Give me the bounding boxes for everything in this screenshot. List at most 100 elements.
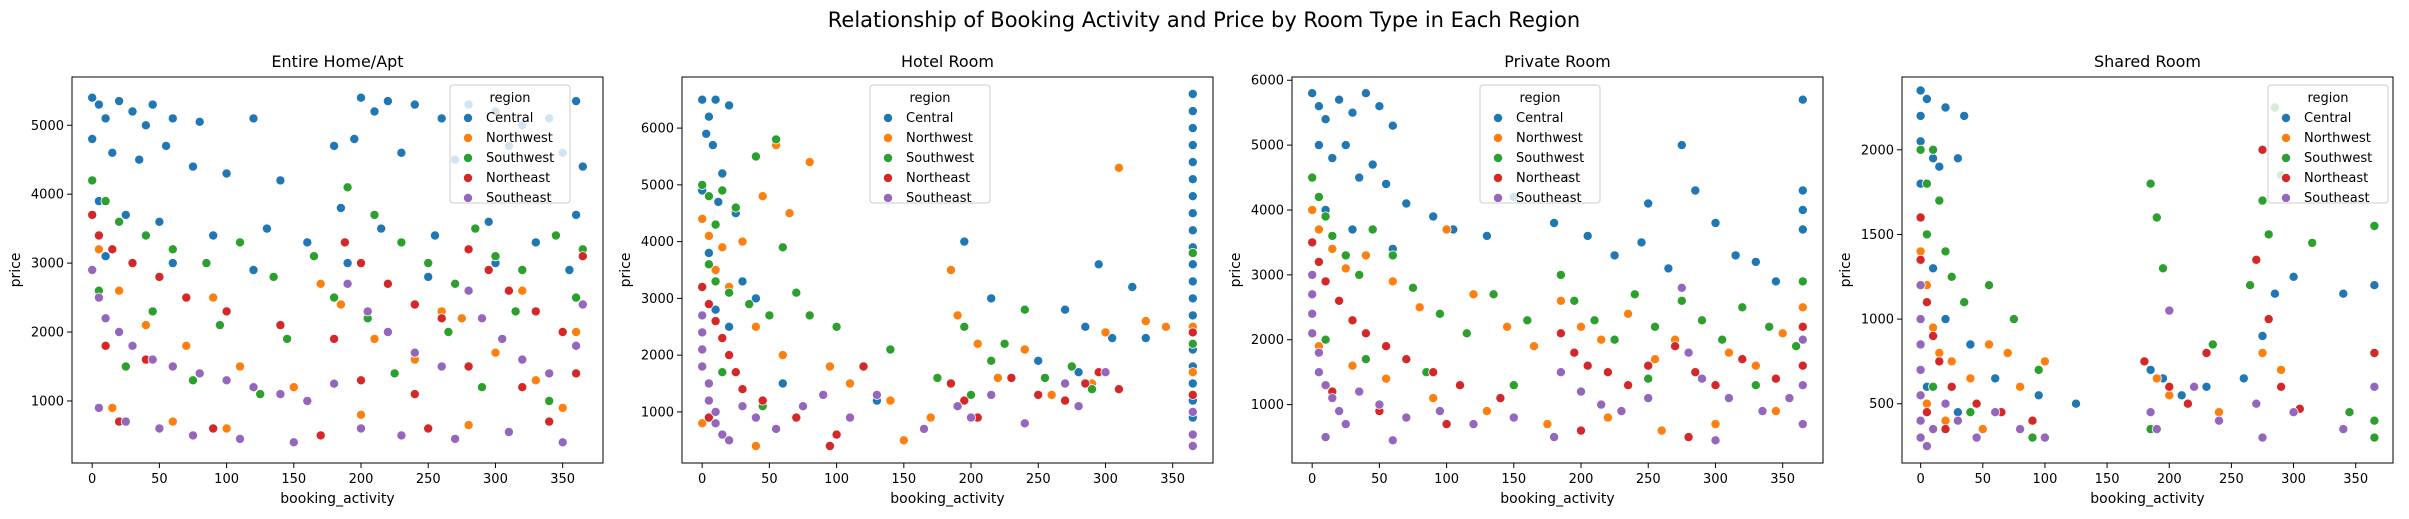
data-point-northeast [127, 258, 138, 269]
data-point-southeast [1508, 412, 1519, 423]
data-point-southeast [1710, 435, 1721, 446]
data-point-southwest [2369, 415, 2380, 426]
data-point-southeast [87, 264, 98, 275]
data-point-northwest [898, 435, 909, 446]
data-point-northwest [1542, 419, 1553, 430]
data-point-northeast [1683, 432, 1694, 443]
data-point-southeast [194, 368, 205, 379]
data-point-northwest [1481, 406, 1492, 417]
data-point-southeast [1354, 386, 1365, 397]
x-tick-label: 50 [1371, 472, 1388, 487]
data-point-central [1320, 114, 1331, 125]
x-tick-label: 350 [550, 472, 575, 487]
data-point-central [93, 99, 104, 110]
data-point-northwest [1984, 339, 1995, 350]
x-tick-label: 0 [1917, 472, 1925, 487]
data-point-southeast [717, 429, 728, 440]
data-point-southeast [1797, 334, 1808, 345]
data-point-northwest [234, 361, 245, 372]
data-point-central [1187, 225, 1198, 236]
data-point-southwest [730, 202, 741, 213]
data-point-northeast [544, 416, 555, 427]
data-point-northeast [945, 378, 956, 389]
data-point-southeast [342, 278, 353, 289]
data-point-northwest [2164, 390, 2175, 401]
data-point-southeast [382, 326, 393, 337]
data-point-northwest [1921, 398, 1932, 409]
data-point-southeast [1596, 399, 1607, 410]
data-point-central [87, 133, 98, 144]
data-point-northwest [335, 299, 346, 310]
data-point-southwest [255, 389, 266, 400]
data-point-southeast [1797, 419, 1808, 430]
data-point-central [1940, 102, 1951, 113]
data-point-southwest [744, 299, 755, 310]
data-point-southwest [1087, 384, 1098, 395]
data-point-northeast [463, 361, 474, 372]
y-tick-label: 1000 [1251, 398, 1284, 413]
data-point-southeast [1374, 399, 1385, 410]
y-tick-label: 3000 [31, 257, 64, 272]
panel-4: Shared Room 0 50 100 150 200 250 300 350 500 1000 1… [1838, 52, 2394, 507]
data-point-central [248, 113, 259, 124]
data-point-northeast [1915, 212, 1926, 223]
data-point-southeast [1327, 393, 1338, 404]
data-point-southeast [1757, 406, 1768, 417]
data-point-central [1636, 237, 1647, 248]
y-tick-label: 4000 [1251, 203, 1284, 218]
axes-frame [71, 76, 604, 464]
data-point-southwest [710, 276, 721, 287]
data-point-central [777, 378, 788, 389]
legend-marker [2280, 192, 2291, 203]
data-point-southwest [167, 244, 178, 255]
legend-box [449, 84, 571, 204]
data-point-central [1952, 407, 1963, 418]
legend: region Central Northwest Southwest Northeast… [449, 84, 571, 206]
data-point-northwest [1113, 162, 1124, 173]
data-point-southwest [2263, 229, 2274, 240]
data-point-northwest [784, 208, 795, 219]
y-tick-label: 1000 [1861, 313, 1894, 328]
data-point-northeast [1934, 356, 1945, 367]
data-point-northwest [1381, 373, 1392, 384]
data-point-central [2269, 288, 2280, 299]
data-point-southwest [791, 287, 802, 298]
data-point-southeast [1187, 440, 1198, 451]
data-point-northeast [831, 429, 842, 440]
data-point-northwest [710, 264, 721, 275]
data-point-southeast [1100, 367, 1111, 378]
data-point-northeast [2369, 347, 2380, 358]
data-point-northwest [945, 264, 956, 275]
data-point-northwest [1441, 224, 1452, 235]
legend-entry: Northeast [486, 171, 550, 186]
data-point-northeast [1033, 389, 1044, 400]
data-point-northeast [1347, 315, 1358, 326]
data-point-southwest [986, 355, 997, 366]
data-point-northwest [1602, 412, 1613, 423]
legend-entry: Southwest [486, 151, 554, 166]
data-point-northwest [2039, 356, 2050, 367]
data-point-northwest [114, 285, 125, 296]
data-point-central [986, 293, 997, 304]
x-tick-label: 0 [1308, 472, 1316, 487]
data-point-southwest [703, 259, 714, 270]
x-tick-label: 200 [959, 472, 984, 487]
data-point-northwest [1915, 246, 1926, 257]
data-point-southeast [1952, 415, 1963, 426]
data-point-northwest [1656, 425, 1667, 436]
data-point-northwest [703, 230, 714, 241]
data-point-northeast [1602, 367, 1613, 378]
data-point-central [1663, 263, 1674, 274]
data-point-southwest [932, 372, 943, 383]
data-point-southwest [1461, 328, 1472, 339]
data-point-northwest [717, 242, 728, 253]
data-point-northeast [1770, 373, 1781, 384]
data-point-central [1187, 123, 1198, 134]
data-point-northwest [2276, 364, 2287, 375]
legend-title: region [909, 91, 950, 106]
legend-entry: Southeast [1516, 191, 1582, 206]
data-point-northwest [1750, 360, 1761, 371]
axes-frame [1901, 76, 2394, 464]
data-point-northwest [1327, 243, 1338, 254]
data-point-northwest [2213, 407, 2224, 418]
